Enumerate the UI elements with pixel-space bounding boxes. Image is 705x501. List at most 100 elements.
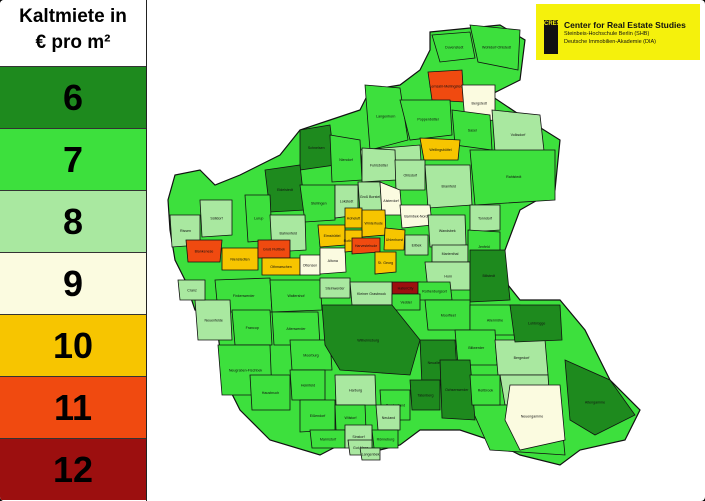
district-label: Eimsbüttel xyxy=(324,234,341,238)
district-label: Winterhude xyxy=(365,222,383,226)
legend-class-label: 8 xyxy=(62,200,84,242)
district-tonndorf xyxy=(469,204,501,233)
district-label: Langenbek xyxy=(362,453,380,457)
district-label: Harvestehude xyxy=(355,244,377,248)
district-eilbek xyxy=(404,234,429,256)
district-label: Heimfeld xyxy=(301,384,315,388)
district-label: Marmstorf xyxy=(320,438,336,442)
district-label: Blankenese xyxy=(195,250,214,254)
district-label: Finkenwerder xyxy=(233,294,256,298)
district-label: Fuhlsbüttel xyxy=(370,164,388,168)
badge-title: Center for Real Estate Studies xyxy=(564,20,686,30)
district-label: Duvenstedt xyxy=(445,45,463,49)
district-label: Othmarschen xyxy=(270,265,292,269)
district-label: Ottensen xyxy=(303,264,318,268)
district-label: Bramfeld xyxy=(442,184,456,188)
district-label: Wellingsbüttel xyxy=(429,148,452,152)
district-label: Jenfeld xyxy=(478,245,490,249)
district-label: Marienthal xyxy=(442,252,459,256)
legend-class-label: 10 xyxy=(52,324,94,366)
legend-title: Kaltmiete in € pro m² xyxy=(0,4,146,66)
district-reitbrook xyxy=(469,374,501,406)
district-label: Sülldorf xyxy=(210,217,222,221)
district-neuland xyxy=(375,404,401,431)
district-steinwerder xyxy=(319,277,351,299)
district-label: Uhlenhorst xyxy=(386,238,403,242)
district-wilhelmsburg xyxy=(321,304,421,376)
legend-class-label: 6 xyxy=(62,76,84,118)
legend-title-line1: Kaltmiete in xyxy=(19,6,127,27)
legend-class-9: 9 xyxy=(0,252,146,314)
district-label: St. Georg xyxy=(378,261,393,265)
legend-class-7: 7 xyxy=(0,128,146,190)
district-moorburg xyxy=(289,339,333,371)
district-label: Altona xyxy=(328,259,338,263)
district-label: Nienstedten xyxy=(230,258,249,262)
district-francop xyxy=(231,309,273,346)
district-stellingen xyxy=(299,184,336,223)
district-label: Stellingen xyxy=(311,202,327,206)
district-label: Lurup xyxy=(254,217,263,221)
district-ottensen xyxy=(299,254,321,276)
district-label: Wandsbek xyxy=(439,229,456,233)
district-altona xyxy=(319,247,347,275)
district-label: HafenCity xyxy=(398,287,414,291)
legend-class-label: 11 xyxy=(53,386,93,428)
district-label: Neuenfelde xyxy=(205,319,223,323)
district-label: Wohldorf-Ohlstedt xyxy=(482,45,511,49)
district-st-georg xyxy=(374,251,397,275)
district-sülldorf xyxy=(199,199,233,238)
district-label: Lemsahl-Mellingstedt xyxy=(430,85,464,89)
district-label: Eilbek xyxy=(412,244,422,248)
district-label: Horn xyxy=(444,275,452,279)
legend-class-8: 8 xyxy=(0,190,146,252)
district-label: Cranz xyxy=(187,289,197,293)
district-label: Billstedt xyxy=(482,274,495,278)
district-label: Eidelstedt xyxy=(277,188,293,192)
district-label: Poppenbüttel xyxy=(417,117,438,121)
district-label: Altengamme xyxy=(585,401,605,405)
district-billstedt xyxy=(469,249,511,303)
district-label: Langenhorn xyxy=(376,114,395,118)
badge-line-2: Deutsche Immobilien-Akademie (DIA) xyxy=(564,39,657,45)
district-rönneburg xyxy=(371,429,399,449)
district-label: Groß Flottbek xyxy=(263,248,285,252)
district-label: Bahrenfeld xyxy=(280,232,297,236)
cres-badge: CRES Center for Real Estate Studies Stei… xyxy=(536,4,700,60)
district-label: Rothenburgsort xyxy=(422,290,447,294)
badge-text: Center for Real Estate Studies Steinbeis… xyxy=(564,14,686,46)
district-nienstedten xyxy=(221,247,259,271)
district-label: Volksdorf xyxy=(511,133,526,137)
district-label: Eißendorf xyxy=(310,414,326,418)
district-map: Duvenstedt Wohldorf-Ohlstedt Lemsahl-Melli… xyxy=(167,24,641,466)
district-label: Lohbrügge xyxy=(528,322,545,326)
map-area: Duvenstedt Wohldorf-Ohlstedt Lemsahl-Melli… xyxy=(147,0,705,501)
legend-class-label: 12 xyxy=(52,448,94,490)
district-neuenfelde xyxy=(194,299,233,341)
district-label: Billwerder xyxy=(468,346,485,350)
legend-class-11: 11 xyxy=(0,376,146,438)
district-label: Bergstedt xyxy=(472,102,487,106)
district-tatenberg xyxy=(409,379,441,411)
district-rahlstedt xyxy=(469,149,556,206)
badge-line-1: Steinbeis-Hochschule Berlin (SHB) xyxy=(564,31,650,37)
district-label: Wilhelmsburg xyxy=(357,339,379,343)
district-label: Kleiner Grasbrook xyxy=(357,292,386,296)
district-cranz xyxy=(177,279,206,301)
district-label: Rönneburg xyxy=(377,438,395,442)
district-altengamme xyxy=(564,359,636,436)
cres-logo: CRES xyxy=(544,20,561,54)
district-hausbruch xyxy=(249,374,291,411)
legend: Kaltmiete in € pro m² 6 7 8 9 10 11 12 xyxy=(0,0,147,501)
district-label: Harburg xyxy=(349,389,362,393)
district-label: Barmbek-Nord xyxy=(404,214,427,218)
district-neuengamme xyxy=(504,384,566,451)
district-label: Sasel xyxy=(468,129,477,133)
district-label: Neuland xyxy=(382,416,395,420)
district-label: Allermöhe xyxy=(487,319,503,323)
district-label: Rahlstedt xyxy=(506,175,521,179)
district-label: Tatenberg xyxy=(418,394,434,398)
district-lohbrügge xyxy=(509,304,563,343)
district-label: Altenwerder xyxy=(286,327,306,331)
district-label: Reitbrook xyxy=(478,389,494,393)
